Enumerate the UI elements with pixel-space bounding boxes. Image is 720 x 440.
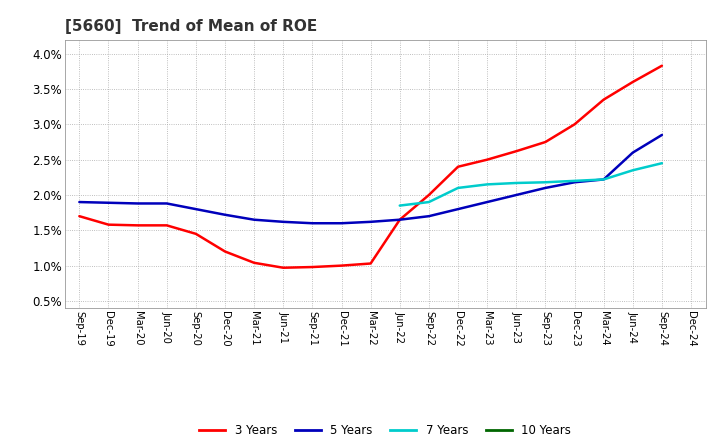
5 Years <box>308 220 317 226</box>
5 Years <box>250 217 258 222</box>
7 Years <box>425 199 433 205</box>
3 Years <box>308 264 317 270</box>
7 Years <box>570 178 579 183</box>
7 Years <box>629 168 637 173</box>
5 Years <box>279 219 287 224</box>
Text: [5660]  Trend of Mean of ROE: [5660] Trend of Mean of ROE <box>65 19 317 34</box>
Line: 5 Years: 5 Years <box>79 135 662 223</box>
5 Years <box>163 201 171 206</box>
5 Years <box>366 219 375 224</box>
3 Years <box>512 149 521 154</box>
5 Years <box>657 132 666 138</box>
7 Years <box>657 161 666 166</box>
7 Years <box>512 180 521 186</box>
7 Years <box>454 185 462 191</box>
3 Years <box>483 157 492 162</box>
3 Years <box>541 139 550 145</box>
7 Years <box>599 177 608 182</box>
5 Years <box>599 177 608 182</box>
5 Years <box>220 212 229 217</box>
5 Years <box>512 192 521 198</box>
3 Years <box>337 263 346 268</box>
3 Years <box>657 63 666 68</box>
3 Years <box>220 249 229 254</box>
5 Years <box>337 220 346 226</box>
5 Years <box>541 185 550 191</box>
3 Years <box>133 223 142 228</box>
7 Years <box>395 203 404 208</box>
Legend: 3 Years, 5 Years, 7 Years, 10 Years: 3 Years, 5 Years, 7 Years, 10 Years <box>194 419 576 440</box>
3 Years <box>366 261 375 266</box>
3 Years <box>395 217 404 222</box>
7 Years <box>483 182 492 187</box>
5 Years <box>483 199 492 205</box>
5 Years <box>454 206 462 212</box>
5 Years <box>629 150 637 155</box>
3 Years <box>104 222 113 227</box>
5 Years <box>570 180 579 185</box>
3 Years <box>75 213 84 219</box>
3 Years <box>279 265 287 270</box>
3 Years <box>570 122 579 127</box>
5 Years <box>192 206 200 212</box>
3 Years <box>425 192 433 198</box>
5 Years <box>104 200 113 205</box>
3 Years <box>163 223 171 228</box>
Line: 7 Years: 7 Years <box>400 163 662 205</box>
3 Years <box>599 97 608 102</box>
3 Years <box>192 231 200 236</box>
7 Years <box>541 180 550 185</box>
5 Years <box>425 213 433 219</box>
3 Years <box>454 164 462 169</box>
5 Years <box>395 217 404 222</box>
Line: 3 Years: 3 Years <box>79 66 662 268</box>
3 Years <box>629 79 637 84</box>
5 Years <box>133 201 142 206</box>
5 Years <box>75 199 84 205</box>
3 Years <box>250 260 258 265</box>
